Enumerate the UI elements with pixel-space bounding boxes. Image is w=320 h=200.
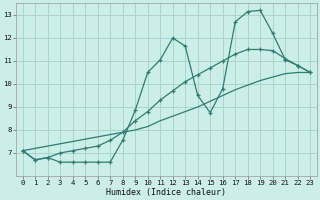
X-axis label: Humidex (Indice chaleur): Humidex (Indice chaleur) [107,188,227,197]
